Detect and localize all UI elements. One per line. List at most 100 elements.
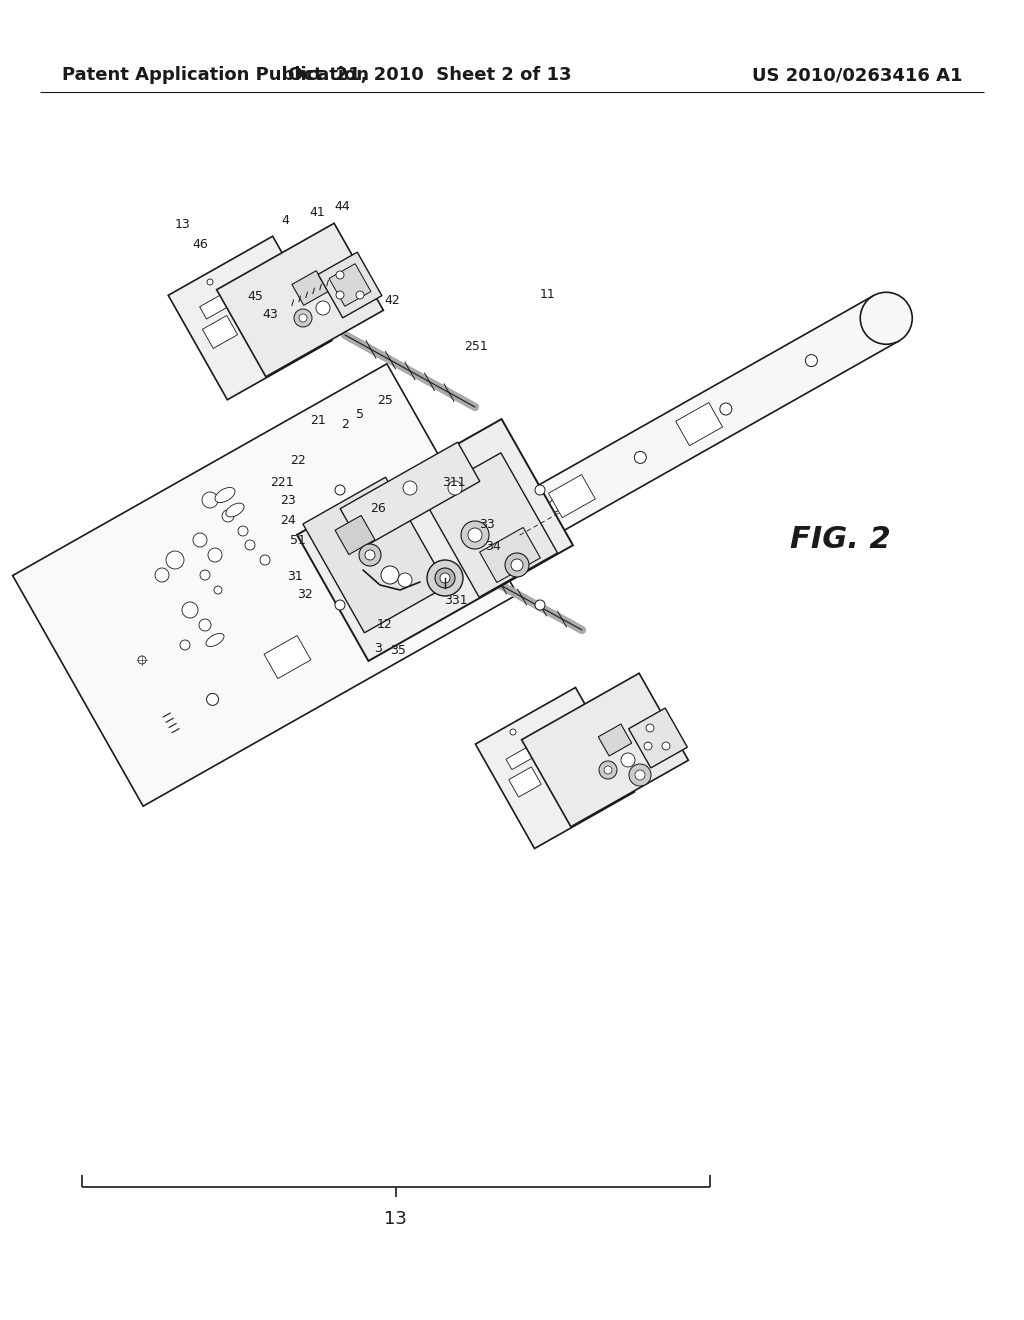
Text: 35: 35 bbox=[390, 644, 406, 656]
Text: 26: 26 bbox=[370, 502, 386, 515]
Circle shape bbox=[860, 292, 912, 345]
Polygon shape bbox=[598, 725, 632, 756]
Circle shape bbox=[720, 403, 732, 414]
Polygon shape bbox=[303, 478, 447, 632]
Circle shape bbox=[599, 762, 617, 779]
Text: Patent Application Publication: Patent Application Publication bbox=[62, 66, 369, 84]
Circle shape bbox=[604, 766, 612, 774]
Circle shape bbox=[662, 742, 670, 750]
Text: FIG. 2: FIG. 2 bbox=[790, 525, 891, 554]
Text: 51: 51 bbox=[290, 533, 306, 546]
Ellipse shape bbox=[226, 503, 244, 517]
Text: 11: 11 bbox=[540, 289, 556, 301]
Polygon shape bbox=[475, 688, 635, 849]
Polygon shape bbox=[423, 453, 557, 597]
Circle shape bbox=[207, 279, 213, 285]
Circle shape bbox=[511, 558, 523, 572]
Circle shape bbox=[427, 560, 463, 597]
Polygon shape bbox=[292, 271, 328, 305]
Circle shape bbox=[166, 550, 184, 569]
Circle shape bbox=[635, 770, 645, 780]
Polygon shape bbox=[264, 635, 311, 678]
Circle shape bbox=[461, 521, 489, 549]
Polygon shape bbox=[506, 744, 538, 770]
Circle shape bbox=[222, 510, 234, 521]
Text: 33: 33 bbox=[479, 517, 495, 531]
Circle shape bbox=[629, 764, 651, 785]
Circle shape bbox=[398, 573, 412, 587]
Text: 41: 41 bbox=[309, 206, 325, 219]
Text: 12: 12 bbox=[377, 619, 393, 631]
Polygon shape bbox=[479, 528, 541, 582]
Text: 13: 13 bbox=[384, 1210, 407, 1228]
Text: 43: 43 bbox=[262, 309, 278, 322]
Text: 46: 46 bbox=[193, 239, 208, 252]
Circle shape bbox=[440, 573, 450, 583]
Text: US 2010/0263416 A1: US 2010/0263416 A1 bbox=[752, 66, 962, 84]
Circle shape bbox=[549, 500, 561, 512]
Polygon shape bbox=[200, 290, 234, 319]
Text: 5: 5 bbox=[356, 408, 364, 421]
Text: 2: 2 bbox=[341, 418, 349, 432]
Circle shape bbox=[336, 271, 344, 279]
Circle shape bbox=[238, 525, 248, 536]
Text: Oct. 21, 2010  Sheet 2 of 13: Oct. 21, 2010 Sheet 2 of 13 bbox=[288, 66, 571, 84]
Circle shape bbox=[365, 550, 375, 560]
Text: 3: 3 bbox=[374, 642, 382, 655]
Polygon shape bbox=[340, 442, 480, 548]
Circle shape bbox=[299, 314, 307, 322]
Text: 42: 42 bbox=[384, 293, 400, 306]
Text: 331: 331 bbox=[444, 594, 468, 606]
Circle shape bbox=[199, 619, 211, 631]
Text: 25: 25 bbox=[377, 393, 393, 407]
Text: 13: 13 bbox=[175, 219, 190, 231]
Text: 45: 45 bbox=[247, 289, 263, 302]
Polygon shape bbox=[549, 475, 595, 517]
Text: 31: 31 bbox=[287, 569, 303, 582]
Circle shape bbox=[621, 752, 635, 767]
Circle shape bbox=[207, 693, 218, 705]
Circle shape bbox=[435, 568, 455, 587]
Polygon shape bbox=[521, 673, 688, 826]
Circle shape bbox=[359, 544, 381, 566]
Text: 44: 44 bbox=[334, 201, 350, 214]
Polygon shape bbox=[203, 315, 238, 348]
Circle shape bbox=[335, 484, 345, 495]
Circle shape bbox=[535, 601, 545, 610]
Text: 22: 22 bbox=[290, 454, 306, 466]
Circle shape bbox=[294, 309, 312, 327]
Circle shape bbox=[403, 480, 417, 495]
Circle shape bbox=[214, 586, 222, 594]
Circle shape bbox=[449, 480, 462, 495]
Polygon shape bbox=[318, 252, 382, 318]
Text: 311: 311 bbox=[442, 475, 466, 488]
Polygon shape bbox=[168, 236, 332, 400]
Ellipse shape bbox=[215, 487, 236, 503]
Circle shape bbox=[535, 484, 545, 495]
Circle shape bbox=[806, 355, 817, 367]
Circle shape bbox=[356, 290, 364, 300]
Circle shape bbox=[200, 570, 210, 579]
Text: 32: 32 bbox=[297, 589, 313, 602]
Circle shape bbox=[202, 492, 218, 508]
Polygon shape bbox=[509, 767, 542, 797]
Circle shape bbox=[245, 540, 255, 550]
Text: 34: 34 bbox=[485, 540, 501, 553]
Circle shape bbox=[155, 568, 169, 582]
Circle shape bbox=[381, 566, 399, 583]
Circle shape bbox=[634, 451, 646, 463]
Polygon shape bbox=[125, 296, 899, 764]
Text: 21: 21 bbox=[310, 413, 326, 426]
Circle shape bbox=[505, 553, 529, 577]
Circle shape bbox=[510, 729, 516, 735]
Circle shape bbox=[646, 723, 654, 733]
Circle shape bbox=[193, 533, 207, 546]
Circle shape bbox=[468, 528, 482, 543]
Circle shape bbox=[208, 548, 222, 562]
Polygon shape bbox=[414, 550, 461, 594]
Circle shape bbox=[292, 645, 304, 657]
Text: 23: 23 bbox=[281, 494, 296, 507]
Ellipse shape bbox=[206, 634, 224, 647]
Text: 251: 251 bbox=[464, 341, 487, 354]
Polygon shape bbox=[217, 223, 383, 376]
